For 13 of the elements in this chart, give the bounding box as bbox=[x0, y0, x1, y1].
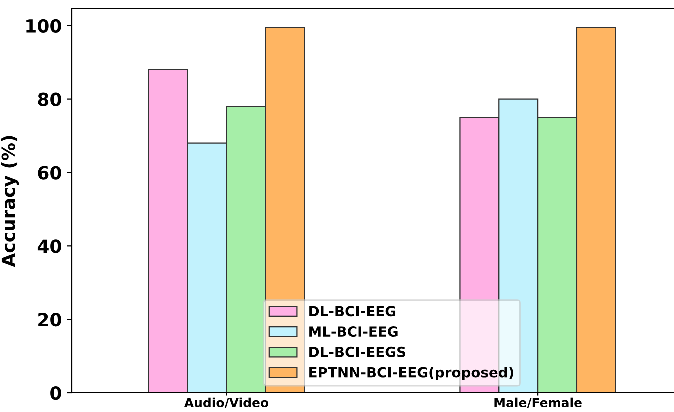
y-tick-label: 0 bbox=[50, 386, 62, 400]
x-tick-label: Male/Female bbox=[494, 398, 582, 409]
legend-label: DL-BCI-EEG bbox=[310, 306, 396, 317]
y-tick-label: 100 bbox=[26, 19, 62, 34]
y-tick-label: 40 bbox=[38, 240, 62, 254]
y-tick-label: 80 bbox=[38, 92, 62, 106]
legend-label: ML-BCI-EEG bbox=[310, 326, 398, 338]
y-tick-label: 60 bbox=[38, 166, 62, 180]
y-axis-title: Accuracy (%) bbox=[1, 136, 20, 268]
y-tick-label: 20 bbox=[38, 313, 62, 327]
x-tick-label: Audio/Video bbox=[184, 398, 269, 409]
legend-label: DL-BCI-EEGS bbox=[310, 346, 406, 358]
legend-label: EPTNN-BCI-EEG(proposed) bbox=[310, 367, 514, 380]
